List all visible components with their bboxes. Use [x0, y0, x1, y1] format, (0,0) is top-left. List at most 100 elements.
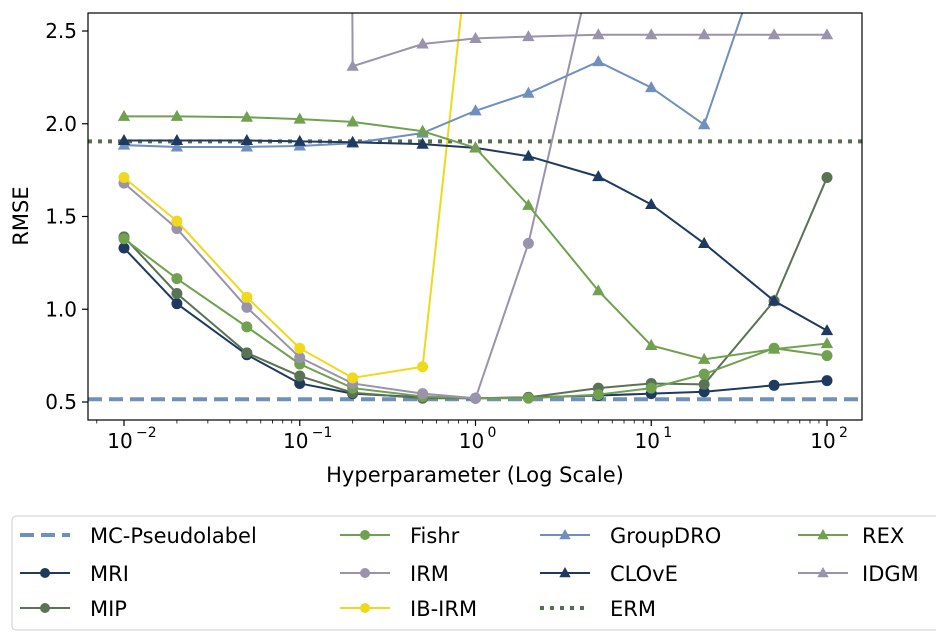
legend-label: GroupDRO: [610, 524, 721, 548]
legend-item-erm: ERM: [540, 597, 656, 621]
legend-item-mc-pseudolabel: MC-Pseudolabel: [20, 524, 257, 548]
y-tick-label: 2.0: [45, 112, 77, 136]
data-point-clove: [697, 236, 711, 248]
legend-item-ib-irm: IB-IRM: [340, 597, 477, 621]
x-tick-label: 10: [635, 429, 660, 453]
data-point-rex: [645, 338, 658, 350]
data-point-clove: [346, 135, 359, 147]
data-point-mri: [768, 379, 780, 391]
data-point-clove: [240, 133, 254, 145]
data-point-fishr: [118, 233, 130, 245]
series-line-ib-irm: [123, 13, 463, 379]
legend-item-idgm: IDGM: [798, 562, 919, 586]
data-point-rex: [522, 198, 535, 210]
series-line-fishr: [123, 237, 828, 400]
data-point-rex: [697, 352, 711, 364]
legend-marker: [360, 530, 370, 540]
legend-marker: [40, 568, 50, 578]
y-tick-label: 1.0: [45, 297, 77, 321]
legend-marker: [360, 603, 370, 613]
legend-label: MIP: [90, 597, 127, 621]
legend-marker: [817, 529, 829, 540]
data-point-irm: [294, 351, 306, 363]
data-point-ib-irm: [417, 361, 429, 373]
data-point-rex: [346, 115, 359, 127]
x-tick-exponent: 1: [663, 425, 672, 441]
data-point-idgm: [346, 59, 359, 71]
data-point-groupdro: [240, 140, 254, 152]
data-point-mip: [171, 287, 183, 299]
data-point-rex: [117, 109, 131, 121]
legend-item-irm: IRM: [340, 562, 449, 586]
data-point-clove: [293, 134, 306, 146]
legend-label: MRI: [90, 562, 129, 586]
x-tick-label: 10: [810, 429, 835, 453]
legend-label: IDGM: [862, 562, 919, 586]
series-line-rex: [124, 115, 828, 361]
x-tick-label: 10: [459, 429, 484, 453]
legend-label: IB-IRM: [410, 597, 477, 621]
data-point-fishr: [821, 350, 833, 362]
data-point-groupdro: [697, 118, 711, 130]
x-tick-exponent: 2: [839, 425, 848, 441]
data-point-irm: [417, 388, 429, 400]
y-tick-label: 0.5: [45, 390, 77, 414]
legend-label: CLOvE: [610, 562, 678, 586]
data-point-mri: [118, 242, 130, 254]
data-point-idgm: [469, 31, 482, 43]
data-point-mri: [821, 375, 833, 387]
data-point-clove: [592, 170, 605, 182]
x-tick-exponent: −2: [136, 425, 157, 441]
data-point-groupdro: [592, 55, 605, 67]
data-point-clove: [645, 197, 658, 209]
legend-marker: [360, 568, 370, 578]
series-line-clove: [124, 139, 828, 332]
data-point-ib-irm: [347, 372, 359, 384]
data-point-mip: [294, 370, 306, 382]
legend-item-mip: MIP: [20, 597, 127, 621]
legend-item-clove: CLOvE: [540, 562, 678, 586]
x-tick-exponent: 0: [488, 425, 497, 441]
data-point-irm: [470, 392, 481, 404]
legend-item-groupdro: GroupDRO: [540, 524, 721, 548]
data-point-idgm: [697, 28, 711, 40]
x-tick-exponent: −1: [312, 425, 333, 441]
y-tick-label: 1.5: [45, 205, 77, 229]
data-point-clove: [416, 137, 429, 149]
data-point-fishr: [698, 368, 710, 380]
series-line-mri: [123, 247, 828, 400]
data-point-clove: [170, 133, 184, 145]
data-point-ib-irm: [294, 342, 306, 354]
data-point-rex: [469, 141, 482, 153]
x-tick-label: 10: [107, 429, 132, 453]
data-point-rex: [293, 112, 306, 124]
legend-item-fishr: Fishr: [340, 524, 460, 548]
data-point-rex: [767, 342, 781, 354]
data-point-mip: [241, 347, 253, 359]
data-point-ib-irm: [171, 215, 183, 227]
data-point-rex: [592, 284, 605, 296]
legend-item-mri: MRI: [20, 562, 129, 586]
legend-label: MC-Pseudolabel: [90, 524, 257, 548]
data-point-clove: [522, 149, 535, 161]
data-point-ib-irm: [118, 172, 130, 184]
legend-item-rex: REX: [798, 524, 904, 548]
data-point-fishr: [645, 382, 657, 394]
data-point-mri: [171, 298, 183, 310]
data-point-idgm: [522, 30, 535, 42]
data-point-irm: [522, 237, 534, 249]
legend-marker: [559, 567, 571, 578]
data-point-idgm: [592, 28, 605, 40]
legend-marker: [40, 603, 50, 613]
legend: MC-Pseudolabel MRI MIP Fishr IRM IB-IRM GroupD…: [11, 515, 936, 631]
data-point-irm: [241, 301, 253, 313]
legend-label: IRM: [410, 562, 449, 586]
legend-marker: [559, 529, 571, 540]
data-point-fishr: [171, 273, 183, 285]
data-point-idgm: [767, 28, 781, 40]
series-line-groupdro: [123, 13, 744, 148]
data-point-fishr: [522, 392, 534, 404]
y-axis-label: RMSE: [9, 186, 33, 245]
y-tick-label: 2.5: [45, 19, 77, 43]
data-point-fishr: [241, 321, 253, 333]
